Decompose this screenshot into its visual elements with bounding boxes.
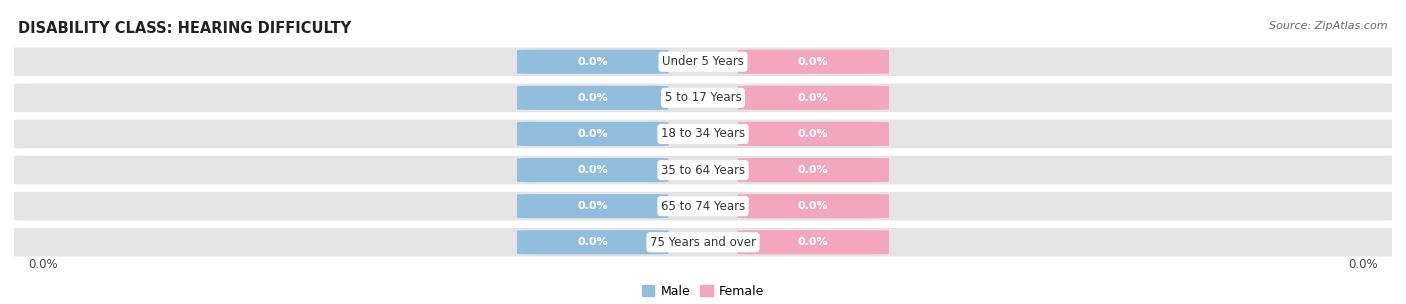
Text: 0.0%: 0.0% (578, 165, 607, 175)
Text: 0.0%: 0.0% (578, 237, 607, 247)
FancyBboxPatch shape (7, 156, 1399, 184)
Legend: Male, Female: Male, Female (637, 280, 769, 303)
FancyBboxPatch shape (517, 158, 669, 182)
FancyBboxPatch shape (517, 50, 669, 74)
Text: 0.0%: 0.0% (578, 57, 607, 67)
FancyBboxPatch shape (738, 230, 889, 254)
FancyBboxPatch shape (517, 122, 669, 146)
FancyBboxPatch shape (738, 86, 889, 110)
Text: 0.0%: 0.0% (799, 237, 828, 247)
Text: 75 Years and over: 75 Years and over (650, 236, 756, 249)
Text: 35 to 64 Years: 35 to 64 Years (661, 164, 745, 177)
Text: 65 to 74 Years: 65 to 74 Years (661, 200, 745, 213)
FancyBboxPatch shape (517, 230, 669, 254)
FancyBboxPatch shape (738, 122, 889, 146)
FancyBboxPatch shape (738, 194, 889, 218)
Text: 0.0%: 0.0% (799, 201, 828, 211)
FancyBboxPatch shape (517, 194, 669, 218)
Text: 0.0%: 0.0% (1348, 258, 1378, 271)
Text: 0.0%: 0.0% (578, 93, 607, 103)
Text: 0.0%: 0.0% (799, 93, 828, 103)
Text: 0.0%: 0.0% (28, 258, 58, 271)
Text: Source: ZipAtlas.com: Source: ZipAtlas.com (1270, 21, 1388, 31)
Text: 0.0%: 0.0% (578, 201, 607, 211)
Text: Under 5 Years: Under 5 Years (662, 55, 744, 68)
FancyBboxPatch shape (7, 120, 1399, 148)
Text: 5 to 17 Years: 5 to 17 Years (665, 91, 741, 104)
FancyBboxPatch shape (738, 50, 889, 74)
Text: 0.0%: 0.0% (799, 129, 828, 139)
FancyBboxPatch shape (738, 158, 889, 182)
Text: 0.0%: 0.0% (799, 57, 828, 67)
Text: 18 to 34 Years: 18 to 34 Years (661, 127, 745, 140)
FancyBboxPatch shape (7, 84, 1399, 112)
Text: 0.0%: 0.0% (578, 129, 607, 139)
FancyBboxPatch shape (7, 192, 1399, 220)
Text: 0.0%: 0.0% (799, 165, 828, 175)
FancyBboxPatch shape (7, 228, 1399, 257)
FancyBboxPatch shape (7, 47, 1399, 76)
Text: DISABILITY CLASS: HEARING DIFFICULTY: DISABILITY CLASS: HEARING DIFFICULTY (18, 21, 352, 36)
FancyBboxPatch shape (517, 86, 669, 110)
